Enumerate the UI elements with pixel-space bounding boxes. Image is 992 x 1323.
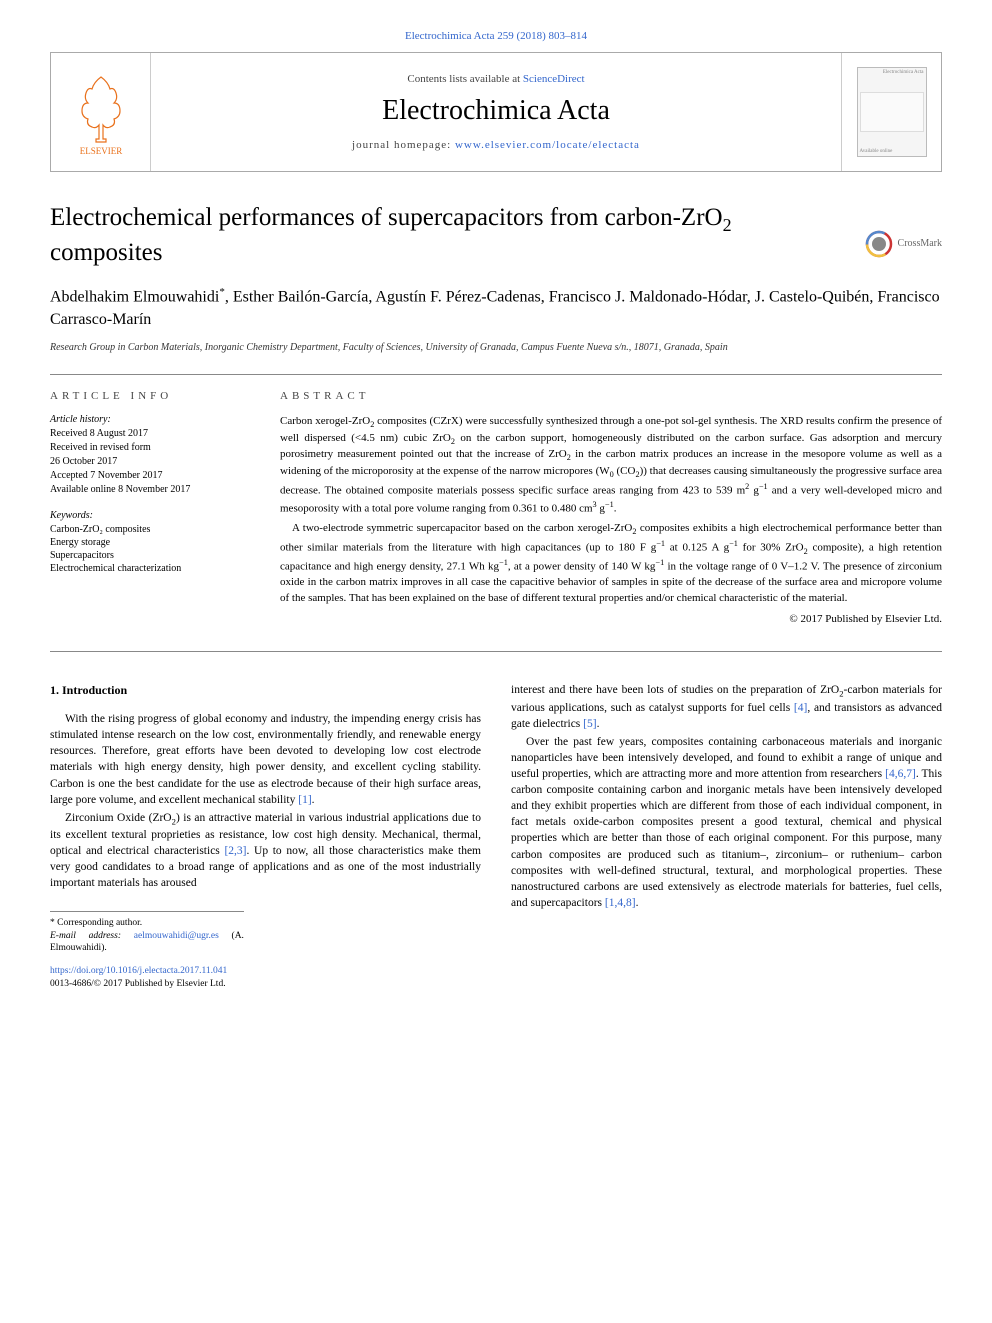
abstract-p2: A two-electrode symmetric supercapacitor… [280,521,942,606]
journal-header: ELSEVIER Contents lists available at Sci… [50,52,942,172]
article-info: article info Article history: Received 8… [50,390,270,631]
abstract-copyright: © 2017 Published by Elsevier Ltd. [280,612,942,627]
doi-link[interactable]: https://doi.org/10.1016/j.electacta.2017… [50,966,227,976]
keyword: Energy storage [50,536,250,549]
crossmark-badge[interactable]: CrossMark [865,230,942,258]
history-line: 26 October 2017 [50,455,250,468]
keyword: Electrochemical characterization [50,562,250,575]
intro-p1: With the rising progress of global econo… [50,711,481,808]
section-heading: 1. Introduction [50,682,481,699]
doi-block: https://doi.org/10.1016/j.electacta.2017… [50,965,481,992]
journal-name: Electrochimica Acta [382,95,610,127]
history-line: Accepted 7 November 2017 [50,469,250,482]
header-citation: Electrochimica Acta 259 (2018) 803–814 [50,30,942,42]
history-line: Received 8 August 2017 [50,427,250,440]
email-label: E-mail address: [50,931,134,941]
abstract-heading: abstract [280,390,942,402]
email-line: E-mail address: aelmouwahidi@ugr.es (A. … [50,930,244,955]
issn-copyright: 0013-4686/© 2017 Published by Elsevier L… [50,979,226,989]
article-info-heading: article info [50,390,250,402]
keyword: Carbon-ZrO₂ composites [50,523,250,536]
intro-p3: interest and there have been lots of stu… [511,682,942,732]
cover-thumb-box: Electrochimica Acta Available online [857,67,927,157]
intro-p2: Zirconium Oxide (ZrO2) is an attractive … [50,810,481,892]
history-line: Available online 8 November 2017 [50,483,250,496]
homepage-prefix: journal homepage: [352,139,455,151]
article-history-list: Received 8 August 2017 Received in revis… [50,427,250,496]
svg-text:ELSEVIER: ELSEVIER [79,146,122,156]
keywords-label: Keywords: [50,510,250,521]
email-link[interactable]: aelmouwahidi@ugr.es [134,931,219,941]
journal-center: Contents lists available at ScienceDirec… [151,53,841,171]
intro-p4: Over the past few years, composites cont… [511,734,942,911]
journal-homepage-line: journal homepage: www.elsevier.com/locat… [352,139,640,151]
article-history-label: Article history: [50,414,250,425]
elsevier-tree-icon: ELSEVIER [66,67,136,157]
right-column: interest and there have been lots of stu… [511,682,942,991]
cover-bottom-text: Available online [860,149,924,154]
history-line: Received in revised form [50,441,250,454]
left-column: 1. Introduction With the rising progress… [50,682,481,991]
body-columns: 1. Introduction With the rising progress… [50,682,942,991]
affiliation: Research Group in Carbon Materials, Inor… [50,341,942,354]
corresponding-author: * Corresponding author. [50,917,244,929]
keyword: Supercapacitors [50,549,250,562]
crossmark-icon [865,230,893,258]
authors-list: Abdelhakim Elmouwahidi*, Esther Bailón-G… [50,285,942,331]
keywords-list: Carbon-ZrO₂ composites Energy storage Su… [50,523,250,575]
sciencedirect-link[interactable]: ScienceDirect [523,73,585,85]
publisher-logo: ELSEVIER [51,53,151,171]
cover-top-text: Electrochimica Acta [860,70,924,75]
homepage-link[interactable]: www.elsevier.com/locate/electacta [455,139,640,151]
info-abstract-row: article info Article history: Received 8… [50,374,942,652]
abstract: abstract Carbon xerogel-ZrO2 composites … [270,390,942,631]
article-title: Electrochemical performances of supercap… [50,202,942,270]
abstract-p1: Carbon xerogel-ZrO2 composites (CZrX) we… [280,414,942,517]
crossmark-label: CrossMark [898,238,942,249]
cover-image-placeholder [860,92,924,132]
contents-prefix: Contents lists available at [407,73,522,85]
footnotes: * Corresponding author. E-mail address: … [50,911,244,954]
journal-cover-thumb: Electrochimica Acta Available online [841,53,941,171]
contents-lists-line: Contents lists available at ScienceDirec… [407,73,584,85]
